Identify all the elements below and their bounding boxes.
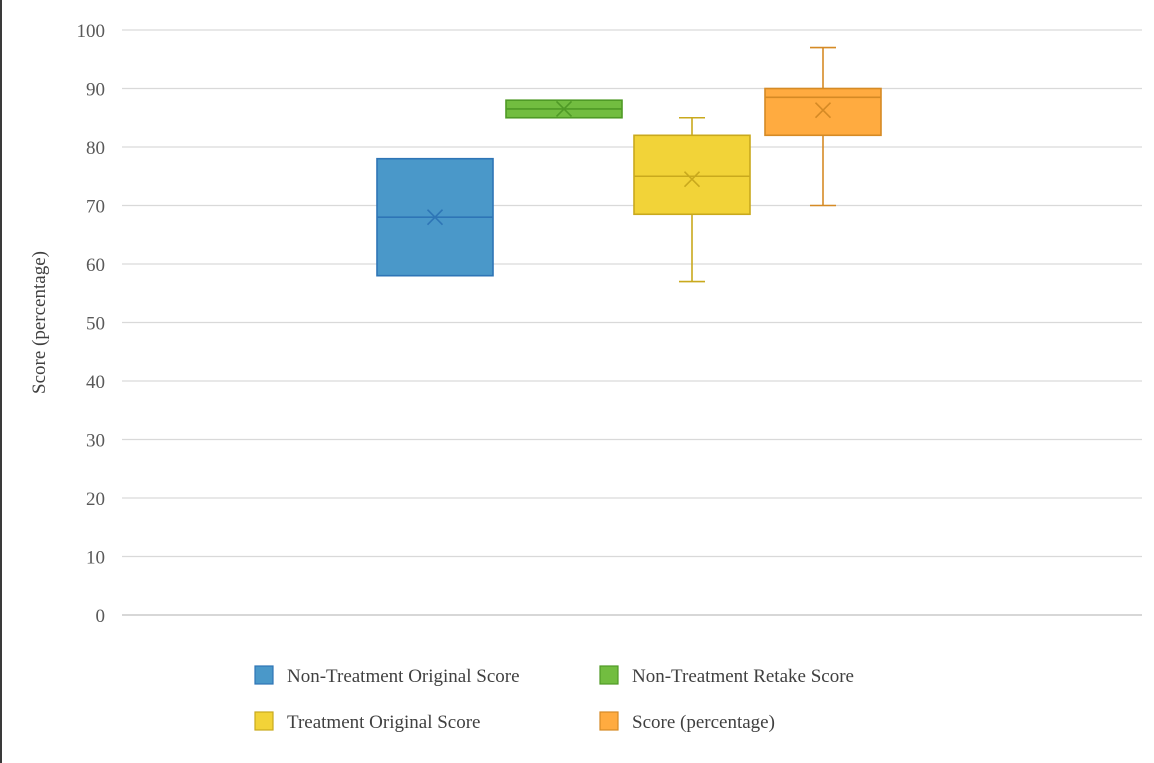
legend-label: Treatment Original Score xyxy=(287,712,480,733)
box-series xyxy=(764,46,882,207)
legend-swatch xyxy=(599,665,619,685)
y-tick-label: 60 xyxy=(86,255,105,276)
y-tick-label: 100 xyxy=(77,21,106,42)
y-tick-label: 90 xyxy=(86,80,105,101)
y-axis-title: Score (percentage) xyxy=(29,251,50,394)
box-series xyxy=(505,99,623,119)
legend-item: Non-Treatment Original Score xyxy=(254,665,520,687)
legend-label: Score (percentage) xyxy=(632,712,775,733)
legend-item: Score (percentage) xyxy=(599,711,775,733)
legend-item: Non-Treatment Retake Score xyxy=(599,665,854,687)
y-tick-label: 70 xyxy=(86,197,105,218)
legend: Non-Treatment Original Score Non-Treatmen… xyxy=(254,665,854,733)
y-axis: 0 10 20 30 40 50 60 70 80 90 100 xyxy=(77,21,106,627)
gridlines xyxy=(122,29,1142,616)
y-tick-label: 80 xyxy=(86,138,105,159)
mean-marker xyxy=(814,102,832,119)
legend-item: Treatment Original Score xyxy=(254,711,480,733)
y-tick-label: 0 xyxy=(96,606,106,627)
legend-swatch xyxy=(599,711,619,731)
y-tick-label: 30 xyxy=(86,431,105,452)
mean-marker xyxy=(555,100,573,118)
legend-label: Non-Treatment Original Score xyxy=(287,666,520,687)
box xyxy=(764,87,882,137)
y-tick-label: 40 xyxy=(86,372,105,393)
legend-label: Non-Treatment Retake Score xyxy=(632,666,854,687)
box xyxy=(633,134,751,216)
plot-area xyxy=(376,46,882,283)
mean-marker xyxy=(426,209,444,226)
mean-marker xyxy=(683,171,701,188)
legend-swatch xyxy=(254,665,274,685)
box-series xyxy=(376,157,494,277)
y-tick-label: 10 xyxy=(86,548,105,569)
y-tick-label: 20 xyxy=(86,489,105,510)
box-series xyxy=(633,116,751,283)
y-tick-label: 50 xyxy=(86,314,105,335)
legend-swatch xyxy=(254,711,274,731)
